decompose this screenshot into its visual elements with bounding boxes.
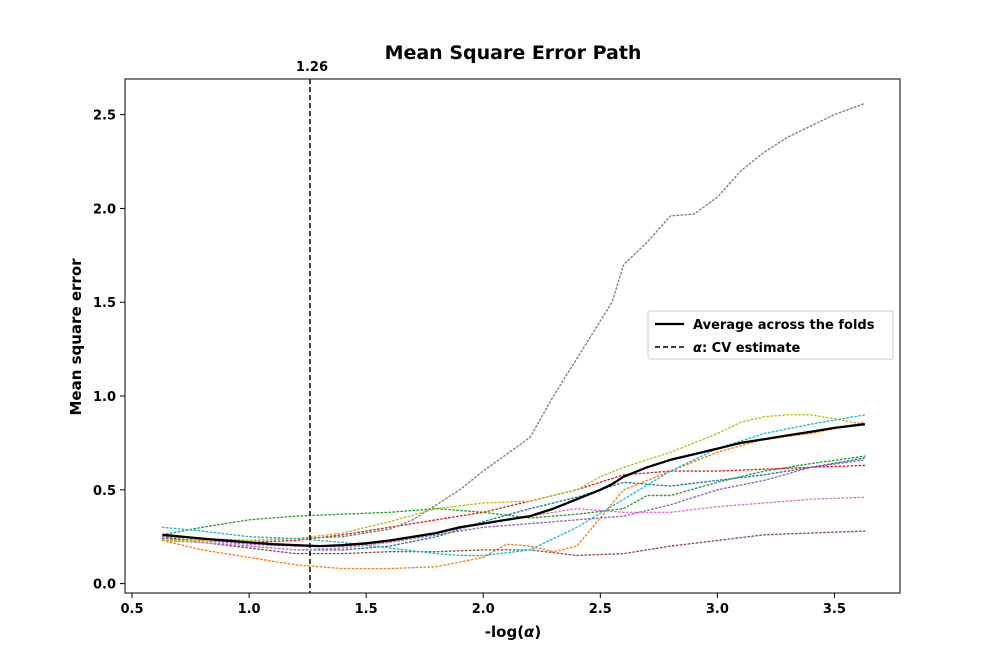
cv-alpha-annotation: 1.26 — [296, 60, 328, 75]
average-line — [162, 423, 866, 548]
x-tick-label: 1.5 — [355, 602, 378, 617]
fold-line-9 — [161, 414, 866, 542]
y-axis-label: Mean square error — [67, 258, 85, 416]
legend-cv-label: α: CV estimate — [693, 341, 801, 356]
fold-line-10 — [161, 414, 866, 557]
legend-box — [647, 310, 894, 360]
fold-line-6 — [161, 530, 866, 557]
x-tick-label: 3.0 — [706, 602, 729, 617]
y-tick-label: 2.0 — [93, 202, 116, 217]
fold-line-3 — [161, 455, 866, 536]
plot-area — [161, 79, 866, 593]
y-tick-label: 0.5 — [93, 484, 116, 499]
y-tick-label: 1.0 — [93, 390, 116, 405]
axes-frame — [124, 78, 901, 594]
chart-title: Mean Square Error Path — [385, 42, 642, 64]
y-tick-label: 0.0 — [93, 578, 116, 593]
legend: Average across the folds α: CV estimate — [647, 310, 894, 360]
x-tick-label: 2.5 — [589, 602, 612, 617]
y-tick-label: 2.5 — [93, 109, 116, 124]
legend-average-label: Average across the folds — [693, 318, 875, 333]
y-tick-label: 1.5 — [93, 296, 116, 311]
y-axis: 0.0 0.5 1.0 1.5 2.0 2.5 — [93, 109, 125, 593]
fold-line-8 — [161, 102, 866, 542]
x-tick-label: 2.0 — [472, 602, 495, 617]
x-axis-label: -log(α) — [485, 623, 541, 641]
x-tick-label: 3.5 — [823, 602, 846, 617]
fold-line-4 — [161, 464, 866, 544]
fold-line-5 — [161, 459, 866, 547]
x-axis: 0.5 1.0 1.5 2.0 2.5 3.0 3.5 — [121, 593, 846, 617]
fold-line-2 — [161, 421, 866, 570]
x-tick-label: 0.5 — [121, 602, 144, 617]
x-tick-label: 1.0 — [238, 602, 261, 617]
